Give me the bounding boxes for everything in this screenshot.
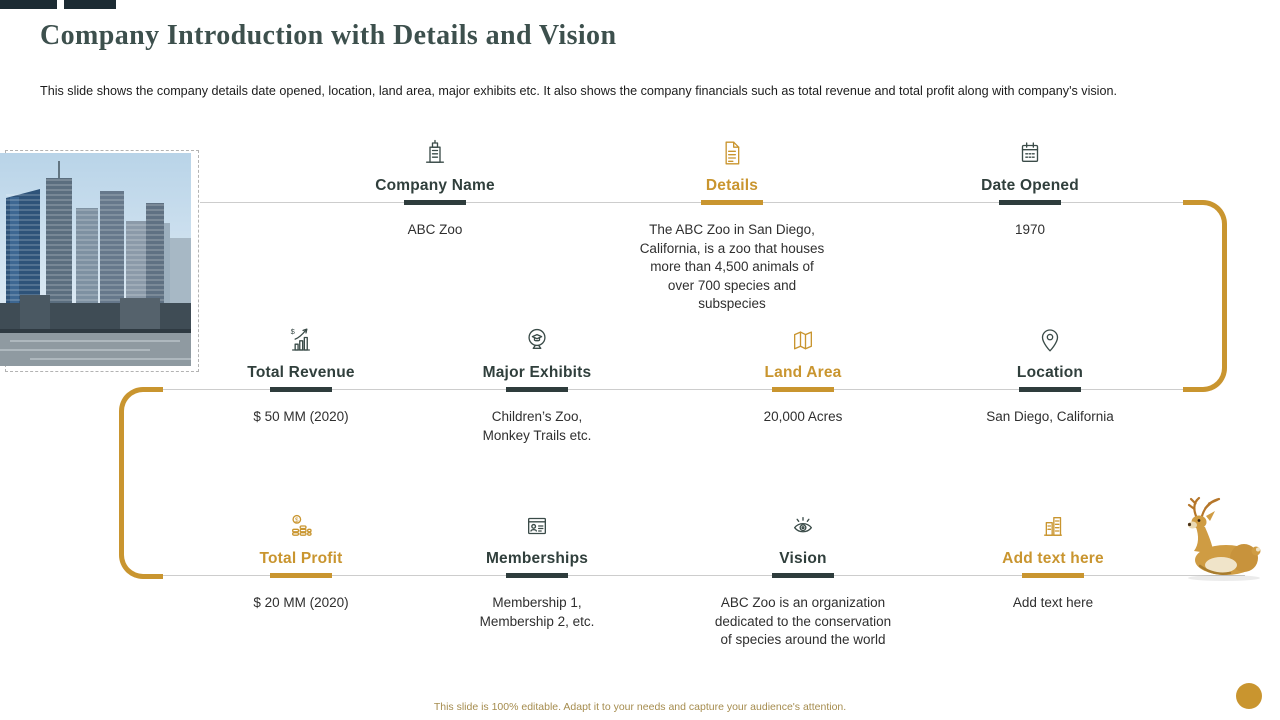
item-add-text: Add text here Add text here (943, 511, 1163, 613)
item-value: Children’s Zoo, Monkey Trails etc. (482, 409, 592, 443)
heading-underline (270, 573, 332, 578)
heading-underline (772, 387, 834, 392)
svg-text:$: $ (291, 327, 296, 336)
item-heading: Details (705, 177, 759, 194)
city-skyline-image (0, 153, 191, 366)
corner-accent-dot (1236, 683, 1262, 709)
item-company-name: Company Name ABC Zoo (325, 138, 545, 240)
item-heading: Memberships (485, 550, 589, 567)
item-total-revenue: $ Total Revenue $ 50 MM (2020) (191, 325, 411, 427)
item-memberships: Memberships Membership 1, Membership 2, … (427, 511, 647, 631)
item-heading: Land Area (764, 364, 842, 381)
item-heading: Total Profit (259, 550, 343, 567)
slide-description: This slide shows the company details dat… (40, 84, 1117, 98)
profit-coins-icon: $ (191, 511, 411, 541)
timeline-row3-line (163, 575, 1245, 576)
calendar-icon (920, 138, 1140, 168)
item-heading: Vision (779, 550, 827, 567)
item-heading: Major Exhibits (482, 364, 592, 381)
item-heading: Date Opened (981, 177, 1079, 194)
timeline-row2-line (163, 389, 1183, 390)
item-land-area: Land Area 20,000 Acres (693, 325, 913, 427)
item-total-profit: $ Total Profit $ 20 MM (2020) (191, 511, 411, 613)
page-title: Company Introduction with Details and Vi… (40, 20, 617, 51)
document-icon (619, 138, 845, 168)
heading-underline (270, 387, 332, 392)
item-heading: Location (1016, 364, 1084, 381)
item-date-opened: Date Opened 1970 (920, 138, 1140, 240)
item-location: Location San Diego, California (933, 325, 1167, 427)
timeline-left-connector (119, 387, 163, 579)
item-value: 20,000 Acres (763, 409, 843, 424)
item-value: $ 50 MM (2020) (253, 409, 349, 424)
building-icon (325, 138, 545, 168)
header-accent-bar (0, 0, 57, 9)
item-heading: Company Name (375, 177, 495, 194)
item-value: 1970 (1014, 222, 1046, 237)
membership-card-icon (427, 511, 647, 541)
item-heading: Add text here (1002, 550, 1104, 567)
exhibit-icon (427, 325, 647, 355)
item-heading: Total Revenue (247, 364, 355, 381)
editable-note: This slide is 100% editable. Adapt it to… (433, 701, 847, 713)
heading-underline (404, 200, 466, 205)
heading-underline (506, 387, 568, 392)
deer-illustration (1166, 496, 1268, 582)
item-value: Membership 1, Membership 2, etc. (479, 595, 595, 629)
item-value: Add text here (1012, 595, 1094, 610)
heading-underline (772, 573, 834, 578)
heading-underline (999, 200, 1061, 205)
item-value: $ 20 MM (2020) (253, 595, 349, 610)
timeline-row1-line (200, 202, 1183, 203)
item-value: ABC Zoo (407, 222, 463, 237)
item-vision: Vision ABC Zoo is an organization dedica… (690, 511, 916, 650)
header-accent-bar (64, 0, 116, 9)
heading-underline (701, 200, 763, 205)
item-details: Details The ABC Zoo in San Diego, Califo… (619, 138, 845, 314)
item-major-exhibits: Major Exhibits Children’s Zoo, Monkey Tr… (427, 325, 647, 445)
revenue-chart-icon: $ (191, 325, 411, 355)
location-pin-icon (933, 325, 1167, 355)
heading-underline (1019, 387, 1081, 392)
item-value: ABC Zoo is an organization dedicated to … (714, 595, 892, 647)
heading-underline (506, 573, 568, 578)
city-building-icon (943, 511, 1163, 541)
map-icon (693, 325, 913, 355)
svg-text:$: $ (295, 517, 299, 524)
vision-eye-icon (690, 511, 916, 541)
item-value: The ABC Zoo in San Diego, California, is… (639, 222, 825, 311)
heading-underline (1022, 573, 1084, 578)
timeline-right-connector (1183, 200, 1227, 392)
item-value: San Diego, California (986, 409, 1114, 424)
